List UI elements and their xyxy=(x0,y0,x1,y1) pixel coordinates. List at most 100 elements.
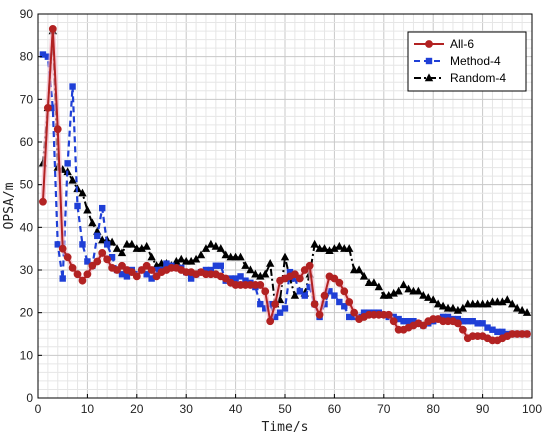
data-point-triangle xyxy=(137,244,146,252)
data-point-triangle xyxy=(310,239,319,248)
data-point-circle xyxy=(152,272,161,281)
legend: All-6 Method-4 Random-4 xyxy=(407,31,527,92)
data-point-square xyxy=(123,273,131,280)
x-tick-label: 80 xyxy=(427,402,441,416)
data-point-triangle xyxy=(359,271,369,280)
data-point-triangle xyxy=(458,303,468,312)
data-point-triangle xyxy=(177,254,186,263)
data-point-circle xyxy=(389,317,398,326)
data-point-square xyxy=(281,305,289,312)
data-point-circle xyxy=(147,266,156,274)
data-point-square xyxy=(286,268,294,276)
data-point-circle xyxy=(142,261,151,270)
data-point-triangle xyxy=(335,241,344,250)
data-point-triangle xyxy=(112,244,122,252)
tick-labels: 0 10 20 30 40 50 60 70 80 90 100 0 10 20 30 40 50 60 70 80 9… xyxy=(20,7,543,416)
data-point-square xyxy=(79,241,86,248)
data-point-square xyxy=(84,258,91,265)
data-point-triangle xyxy=(453,305,463,314)
data-point-circle xyxy=(256,281,265,289)
data-point-square xyxy=(326,288,333,295)
data-point-triangle xyxy=(68,175,77,184)
data-point-triangle xyxy=(384,291,393,299)
data-point-square xyxy=(163,260,170,267)
data-point-triangle xyxy=(419,291,428,299)
data-point-triangle xyxy=(345,244,354,252)
x-tick-label: 50 xyxy=(278,402,292,416)
data-point-circle xyxy=(310,300,319,309)
data-point-circle xyxy=(68,263,77,272)
y-tick-label: 90 xyxy=(20,7,34,21)
data-point-square xyxy=(153,266,160,274)
x-axis-label: Time/s xyxy=(262,420,309,435)
data-point-circle xyxy=(137,266,146,274)
data-point-triangle xyxy=(389,288,398,297)
data-point-triangle xyxy=(369,278,379,286)
data-point-square xyxy=(187,275,195,282)
data-point-circle xyxy=(345,298,354,306)
data-point-circle xyxy=(78,276,87,285)
data-point-square xyxy=(390,313,397,321)
data-point-square xyxy=(94,232,101,240)
data-point-circle xyxy=(266,317,275,326)
data-point-circle xyxy=(48,25,57,33)
data-point-triangle xyxy=(522,308,532,316)
data-point-triangle xyxy=(438,301,448,310)
data-point-triangle xyxy=(290,291,300,299)
data-point-square xyxy=(99,204,106,212)
data-point-circle xyxy=(454,319,462,328)
data-point-triangle xyxy=(196,250,206,259)
data-point-square xyxy=(276,309,284,316)
x-tick-label: 0 xyxy=(35,402,42,416)
y-tick-label: 30 xyxy=(20,263,34,277)
y-tick-label: 60 xyxy=(20,135,34,149)
data-point-circle xyxy=(39,197,47,206)
data-point-triangle xyxy=(88,218,97,227)
x-tick-label: 90 xyxy=(476,402,490,416)
data-point-triangle xyxy=(246,265,255,274)
data-point-square xyxy=(459,318,467,325)
data-point-square xyxy=(202,266,210,274)
data-point-triangle xyxy=(280,252,290,261)
data-point-circle xyxy=(58,244,67,253)
data-point-circle xyxy=(118,261,126,270)
data-point-circle xyxy=(330,274,339,283)
data-point-triangle xyxy=(191,254,201,263)
data-point-circle xyxy=(458,325,467,334)
data-point-square xyxy=(405,318,412,325)
data-point-triangle xyxy=(241,261,250,269)
data-point-circle xyxy=(271,300,280,309)
data-point-square xyxy=(237,273,244,280)
data-point-square xyxy=(118,271,126,278)
data-point-square xyxy=(489,326,496,333)
data-point-circle xyxy=(43,103,52,112)
data-point-triangle xyxy=(394,286,403,295)
data-point-triangle xyxy=(483,299,492,308)
data-point-triangle xyxy=(127,239,137,248)
data-point-triangle xyxy=(354,265,364,274)
data-point-triangle xyxy=(498,297,507,306)
data-point-square xyxy=(207,266,215,274)
data-point-square xyxy=(439,313,447,321)
data-point-circle xyxy=(305,261,314,270)
data-point-triangle xyxy=(404,284,413,293)
data-point-square xyxy=(59,275,66,282)
data-point-square xyxy=(242,277,249,284)
data-point-triangle xyxy=(330,244,339,252)
y-tick-label: 40 xyxy=(20,220,34,234)
data-point-square xyxy=(350,313,358,321)
data-point-circle xyxy=(63,253,72,262)
y-tick-label: 70 xyxy=(20,92,34,106)
data-point-circle xyxy=(73,270,82,279)
data-point-circle xyxy=(127,268,136,277)
data-point-circle xyxy=(295,274,304,283)
data-point-square xyxy=(64,160,71,167)
data-point-square xyxy=(479,320,486,327)
data-point-triangle xyxy=(320,244,329,252)
data-point-circle xyxy=(93,257,102,266)
data-point-triangle xyxy=(517,305,527,314)
data-point-triangle xyxy=(142,241,151,250)
data-point-square xyxy=(400,318,407,325)
data-point-triangle xyxy=(424,293,433,301)
data-point-triangle xyxy=(78,188,87,197)
